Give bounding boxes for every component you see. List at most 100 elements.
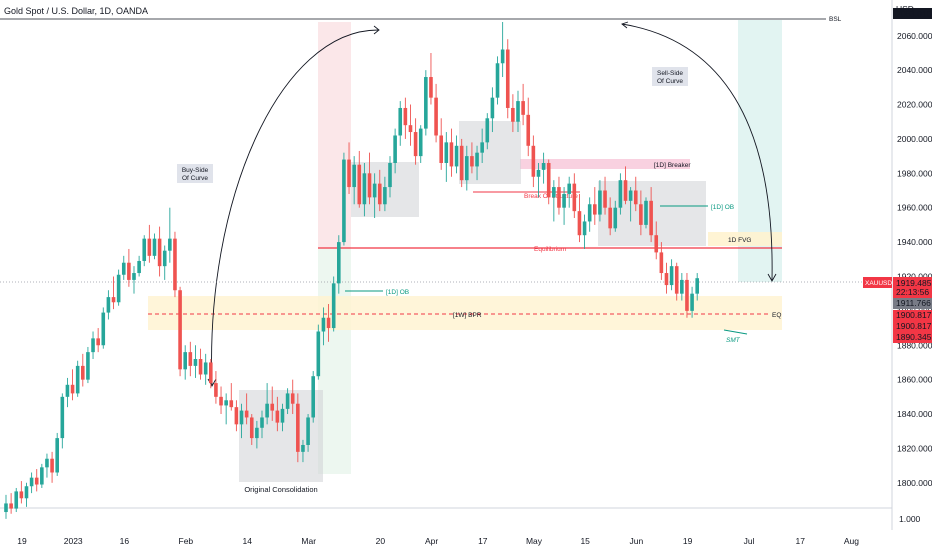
candle-up	[91, 338, 95, 353]
candle-down	[654, 235, 659, 253]
price-marker-1-text: 1911.766	[896, 298, 931, 308]
candle-up	[444, 142, 449, 163]
candle-up	[362, 173, 367, 205]
candle-down	[449, 142, 454, 167]
candle-up	[168, 238, 172, 251]
x-tick-label: Apr	[425, 536, 438, 546]
candle-up	[516, 101, 520, 122]
candle-up	[193, 359, 198, 366]
current-price-text: 1919.485	[896, 278, 932, 288]
candle-down	[275, 410, 280, 423]
candle-up	[587, 204, 592, 222]
candle-down	[577, 211, 582, 236]
candle-up	[4, 503, 8, 513]
candle-up	[331, 283, 336, 329]
candle-up	[383, 187, 387, 205]
candle-down	[674, 266, 679, 294]
candle-down	[572, 183, 577, 212]
y-tick-label: 1860.000	[897, 375, 932, 385]
candle-down	[429, 77, 433, 98]
candle-up	[337, 242, 341, 284]
candle-up	[495, 63, 500, 98]
candle-up	[485, 118, 490, 143]
candle-down	[664, 273, 669, 286]
top-price-tag	[893, 8, 932, 19]
candle-up	[490, 97, 495, 119]
candle-down	[685, 279, 689, 311]
x-tick-label: 19	[683, 536, 693, 546]
candle-up	[388, 162, 392, 188]
candle-up	[541, 162, 546, 170]
volume-scale-label: 1.000	[899, 514, 921, 524]
candle-down	[219, 396, 223, 406]
candle-up	[311, 376, 315, 418]
candle-up	[690, 293, 694, 311]
countdown-text: 22:13:56	[896, 287, 929, 297]
candle-down	[270, 403, 275, 411]
candle-down	[188, 352, 193, 366]
candle-down	[439, 135, 443, 163]
ob-upper-label: [1D] OB	[711, 204, 734, 211]
sell-side-curve-arrow	[621, 23, 773, 281]
sell-side-label-1: Sell-Side	[657, 70, 683, 77]
y-tick-label: 2040.000	[897, 65, 932, 75]
candle-down	[470, 156, 474, 167]
bsl-label: BSL	[829, 16, 842, 23]
candle-down	[249, 417, 254, 439]
candle-up	[398, 107, 403, 136]
candle-down	[649, 200, 653, 236]
candle-up	[393, 135, 397, 163]
candle-up	[239, 410, 244, 425]
sell-side-box	[652, 67, 688, 86]
candle-down	[173, 238, 177, 291]
candle-up	[280, 408, 285, 423]
candle-up	[203, 362, 208, 375]
candle-up	[255, 427, 259, 439]
x-tick-label: 20	[376, 536, 386, 546]
candle-down	[234, 407, 239, 425]
buy-side-label-2: Of Curve	[182, 175, 208, 182]
candle-up	[562, 193, 566, 208]
y-tick-label: 1800.000	[897, 478, 932, 488]
symbol-tag-text: XAUUSD	[865, 280, 892, 287]
candle-down	[347, 159, 351, 188]
x-tick-label: Feb	[179, 536, 194, 546]
candle-up	[628, 190, 633, 201]
candle-up	[480, 142, 484, 153]
candle-up	[265, 403, 269, 418]
candle-down	[357, 164, 362, 205]
candle-down	[408, 125, 413, 133]
y-tick-label: 1880.000	[897, 340, 932, 350]
buy-side-label-1: Buy-Side	[182, 167, 209, 174]
bpr-zone	[148, 296, 782, 330]
symbol-tag	[863, 277, 892, 288]
x-tick-label: Aug	[844, 536, 859, 546]
y-tick-label: 1940.000	[897, 237, 932, 247]
candle-down	[459, 145, 464, 181]
breaker-label: [1D] Breaker	[654, 162, 691, 169]
candle-up	[183, 352, 187, 370]
candle-down	[659, 252, 664, 274]
candle-up	[598, 190, 602, 215]
candle-down	[403, 107, 408, 126]
top-price-tag-text: 2063.010	[896, 9, 932, 19]
candle-down	[178, 290, 182, 370]
buy-side-curve-arrow	[211, 29, 379, 386]
bpr-label: [1W] BPR	[453, 312, 482, 319]
candle-down	[50, 458, 54, 473]
candle-down	[639, 204, 643, 225]
candle-up	[162, 250, 167, 267]
y-tick-label: 1980.000	[897, 168, 932, 178]
candle-down	[214, 383, 218, 397]
candle-up	[29, 477, 34, 487]
candle-down	[34, 477, 39, 485]
x-tick-label: 2023	[64, 536, 83, 546]
candle-down	[157, 238, 162, 267]
price-marker-3-text: 1900.817	[896, 321, 932, 331]
candle-up	[465, 156, 469, 181]
candle-up	[644, 200, 648, 225]
candle-up	[101, 312, 106, 346]
candle-up	[342, 159, 346, 243]
candle-up	[306, 417, 310, 445]
